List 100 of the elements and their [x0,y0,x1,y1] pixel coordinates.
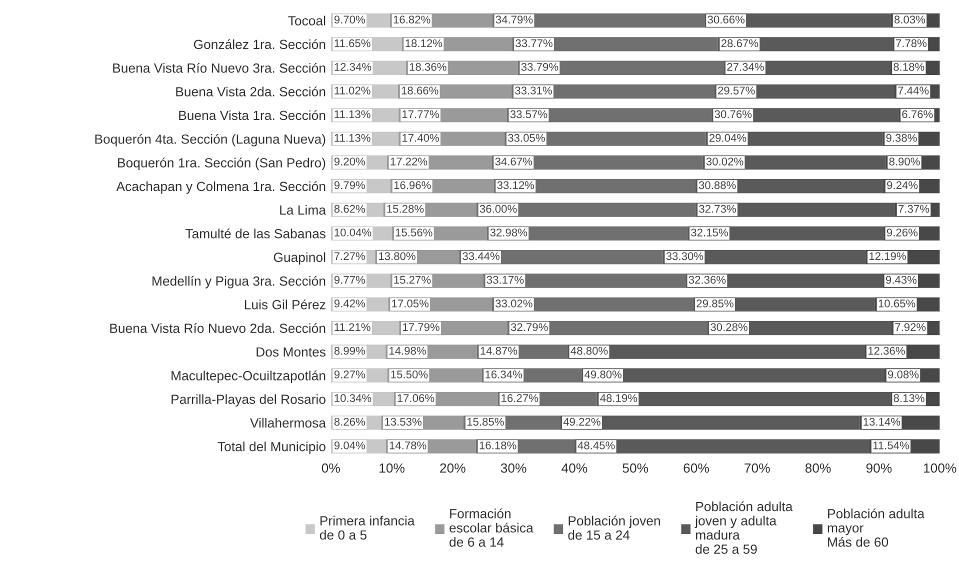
y-tick-label: Macultepec-Ocuiltzapotlán [172,370,326,383]
data-label: 12.19% [869,252,906,260]
data-label: 36.00% [480,204,517,213]
data-label: 9.43% [886,276,917,284]
legend-label: Formación escolar básica de 6 a 14 [450,508,534,547]
data-label: 17.79% [403,323,440,332]
data-label: 17.05% [392,300,429,308]
data-label: 16.34% [486,370,522,378]
data-label: 33.17% [486,276,524,284]
data-label: 8.62% [334,204,366,213]
data-label: 7.78% [896,39,927,48]
y-tick-label: Boquerón 4ta. Sección (Laguna Nueva) [95,134,326,146]
data-label: 32.36% [688,276,726,284]
data-label: 9.24% [887,181,918,190]
y-tick-label: La Lima [280,205,326,215]
data-label: 15.85% [467,418,504,426]
x-tick-label: 60% [684,463,709,473]
data-label: 9.77% [334,276,366,284]
data-label: 16.18% [480,441,516,450]
data-label: 33.79% [521,62,558,71]
data-label: 15.56% [396,228,432,236]
data-label: 10.34% [334,394,372,402]
data-label: 33.31% [515,86,552,94]
data-label: 9.70% [334,16,366,24]
y-tick-label: Buena Vista 1ra. Sección [179,110,326,120]
x-tick-label: 90% [866,463,892,473]
legend-label: Primera infancia de 0 a 5 [320,516,415,540]
x-tick-label: 80% [805,463,831,473]
data-label: 18.36% [410,62,446,71]
data-label: 33.02% [496,300,532,308]
data-label: 9.04% [334,441,366,450]
data-label: 27.34% [727,62,764,71]
data-label: 29.57% [718,86,755,94]
data-label: 49.22% [563,418,600,426]
data-label: 48.19% [600,394,638,402]
data-label: 18.12% [406,39,442,48]
data-label: 7.37% [898,204,930,213]
y-tick-label: Total del Municipio [218,442,326,454]
x-tick-label: 20% [440,463,466,473]
data-label: 48.45% [578,441,615,450]
y-tick-label: Tamulté de las Sabanas [185,228,326,238]
data-label: 16.27% [502,394,538,402]
y-tick-label: Guapinol [274,252,326,265]
data-label: 12.36% [868,346,905,355]
data-label: 9.26% [886,228,918,236]
data-label: 30.02% [706,158,744,166]
data-label: 9.20% [334,158,366,166]
data-label: 9.38% [886,134,917,142]
data-label: 32.73% [699,204,736,213]
data-label: 11.21% [334,323,370,332]
data-label: 48.80% [570,346,608,355]
x-tick-label: 30% [500,463,526,473]
data-label: 29.04% [709,134,746,142]
data-label: 17.06% [398,394,434,402]
y-tick-label: Villahermosa [250,418,326,428]
y-tick-label: Acachapan y Colmena 1ra. Sección [116,181,326,194]
data-label: 14.87% [480,346,518,355]
data-label: 11.65% [334,39,370,48]
data-label: 9.27% [334,370,366,378]
data-label: 8.18% [894,62,924,71]
data-label: 30.88% [698,181,736,190]
x-tick-label: 40% [562,463,588,473]
data-label: 11.13% [334,110,370,118]
data-label: 33.57% [510,110,548,118]
data-label: 11.02% [334,86,370,94]
y-tick-label: Luis Gil Pérez [244,299,326,310]
legend-label: Población joven de 15 a 24 [568,516,660,540]
x-tick-label: 70% [744,463,770,473]
data-label: 34.67% [495,158,532,166]
y-tick-label: Parrilla-Playas del Rosario [172,394,326,407]
data-label: 32.79% [510,323,548,332]
data-label: 29.85% [696,300,734,308]
data-label: 33.05% [508,134,545,142]
data-label: 9.08% [888,370,919,378]
y-tick-label: González 1ra. Sección [194,39,326,50]
data-label: 30.28% [710,323,748,332]
data-label: 33.77% [516,39,552,48]
x-tick-label: 100% [924,463,956,473]
data-label: 32.15% [691,228,728,236]
data-label: 14.78% [390,441,426,450]
legend-label: Población adulta mayor Más de 60 [828,508,925,547]
data-label: 8.99% [334,346,366,355]
data-label: 13.14% [864,418,900,426]
data-label: 49.80% [584,370,622,378]
data-label: 7.44% [898,86,929,94]
data-label: 10.65% [878,300,916,308]
data-label: 32.98% [490,228,528,236]
data-label: 13.53% [385,418,422,426]
data-label: 17.22% [390,158,428,166]
y-tick-label: Buena Vista 2da. Sección [176,86,326,96]
data-label: 6.76% [902,110,933,118]
data-label: 7.92% [895,323,926,332]
data-label: 33.12% [497,181,534,190]
data-label: 7.27% [334,252,366,260]
data-label: 11.54% [873,442,909,450]
x-tick-label: 50% [622,463,648,473]
data-label: 16.96% [394,181,431,190]
data-label: 8.03% [894,16,926,24]
y-tick-label: Buena Vista Río Nuevo 2da. Sección [110,323,326,333]
data-label: 12.34% [334,62,372,71]
